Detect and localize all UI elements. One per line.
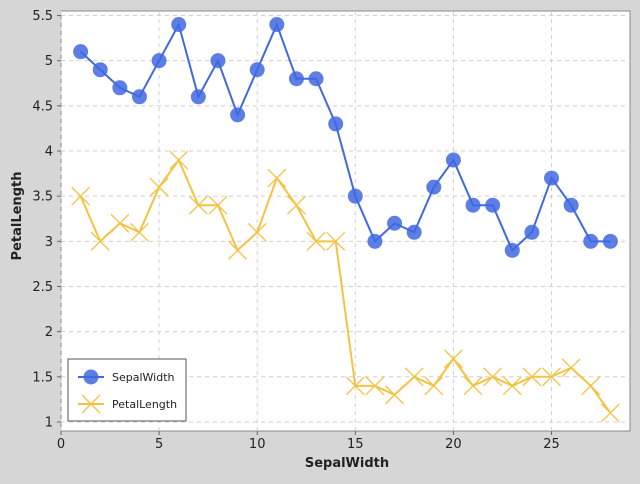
data-point — [385, 385, 405, 405]
data-point — [424, 376, 444, 396]
axes: 1 1.5 2 2.5 3 3.5 4 4.5 5 5.5 0 5 10 15 20 25 — [32, 9, 559, 452]
data-point — [267, 168, 287, 188]
data-point — [463, 376, 483, 396]
data-point — [483, 367, 503, 387]
x-tick-label: 20 — [445, 437, 462, 452]
data-point — [112, 80, 128, 96]
y-axis-label: PetalLength — [10, 172, 25, 261]
data-point — [406, 224, 422, 240]
data-point — [581, 376, 601, 396]
data-point — [92, 62, 108, 78]
series-sepalwidth — [73, 17, 618, 258]
y-tick-label: 2.5 — [32, 280, 53, 295]
data-point — [306, 231, 326, 251]
data-point — [465, 197, 481, 213]
y-tick-label: 2 — [45, 325, 53, 340]
x-tick-label: 15 — [347, 437, 364, 452]
data-point — [426, 179, 442, 195]
data-point — [561, 358, 581, 378]
legend-label: PetalLength — [112, 398, 177, 411]
y-tick-label: 3.5 — [32, 190, 53, 205]
data-point — [524, 224, 540, 240]
y-tick-label: 5 — [45, 54, 53, 69]
data-point — [600, 403, 620, 423]
data-point — [90, 231, 110, 251]
data-point — [563, 197, 579, 213]
legend: SepalWidth PetalLength — [67, 358, 187, 422]
data-point — [171, 17, 187, 33]
y-tick-label: 4 — [45, 145, 53, 160]
data-point — [230, 107, 246, 123]
legend-marker — [83, 369, 99, 385]
data-point — [504, 242, 520, 258]
data-point — [269, 17, 285, 33]
data-point — [345, 376, 365, 396]
data-point — [249, 62, 265, 78]
data-point — [131, 89, 147, 105]
data-point — [228, 240, 248, 260]
y-tick-label: 5.5 — [32, 9, 53, 24]
legend-label: SepalWidth — [112, 371, 175, 384]
data-point — [151, 53, 167, 69]
data-point — [347, 188, 363, 204]
data-point — [190, 89, 206, 105]
y-tick-label: 3 — [45, 235, 53, 250]
data-point — [328, 116, 344, 132]
data-point — [443, 349, 463, 369]
data-point — [247, 222, 267, 242]
data-point — [73, 44, 89, 60]
legend-item: PetalLength — [78, 394, 177, 414]
legend-item: SepalWidth — [78, 369, 175, 385]
data-point — [485, 197, 501, 213]
y-tick-label: 4.5 — [32, 99, 53, 114]
series-group — [71, 17, 620, 423]
series-line — [79, 21, 611, 253]
data-point — [602, 233, 618, 249]
y-tick-label: 1.5 — [32, 370, 53, 385]
x-tick-label: 25 — [543, 437, 560, 452]
data-point — [208, 195, 228, 215]
data-point — [110, 213, 130, 233]
y-tick-label: 1 — [45, 415, 53, 430]
data-point — [286, 195, 306, 215]
data-point — [365, 376, 385, 396]
data-point — [188, 195, 208, 215]
x-tick-label: 5 — [155, 437, 163, 452]
data-point — [583, 233, 599, 249]
data-point — [71, 186, 91, 206]
series-petallength — [71, 150, 620, 423]
data-point — [542, 367, 561, 387]
data-point — [445, 152, 461, 168]
grid — [60, 11, 630, 431]
x-axis-label: SepalWidth — [305, 456, 389, 471]
data-point — [210, 53, 226, 69]
series-line — [79, 158, 612, 414]
x-tick-label: 10 — [249, 437, 266, 452]
legend-box — [67, 358, 187, 422]
legend-marker — [81, 394, 101, 414]
data-point — [502, 376, 522, 396]
data-point — [308, 71, 324, 87]
data-point — [387, 215, 403, 231]
data-point — [404, 367, 424, 387]
data-point — [326, 231, 346, 251]
data-point — [367, 233, 383, 249]
data-point — [130, 222, 149, 242]
data-point — [288, 71, 304, 87]
data-point — [522, 367, 542, 387]
data-point — [544, 170, 560, 186]
x-tick-label: 0 — [57, 437, 65, 452]
data-point — [169, 150, 189, 170]
data-point — [149, 177, 169, 197]
